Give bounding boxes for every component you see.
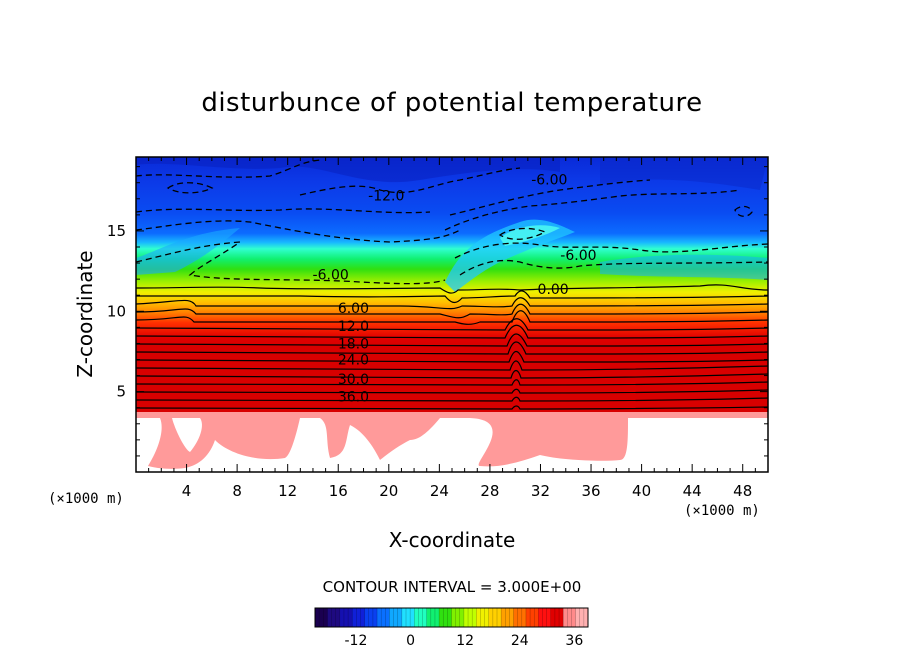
colorbar-frame (314, 607, 589, 628)
contour-labels: -12.0 -6.00 -6.00 -6.00 0.00 6.00 12.018.024.0… (313, 173, 597, 406)
x-tick-label: 48 (733, 482, 752, 500)
x-axis-label: X-coordinate (389, 528, 516, 552)
contour-label: 24.0 (338, 353, 369, 369)
contour-label: 12.0 (338, 319, 369, 335)
colorbar-swatch (488, 608, 502, 627)
colorbar-swatch (401, 608, 415, 627)
y-tick-label: 10 (107, 302, 126, 320)
colorbar-swatch (575, 608, 589, 627)
contour-label: 0.00 (538, 282, 569, 298)
x-tick-label: 40 (632, 482, 651, 500)
colorbar-swatch (463, 608, 477, 627)
x-tick-label: 16 (329, 482, 348, 500)
contour-label: -6.00 (560, 248, 596, 264)
x-tick-label: 4 (182, 482, 192, 500)
y-axis: 5 10 15 (107, 166, 768, 457)
chart-title: disturbunce of potential temperature (201, 88, 702, 118)
contour-label: 30.0 (338, 372, 369, 388)
negative-contours (136, 159, 768, 285)
colorbar-swatch (513, 608, 527, 627)
colorbar-swatch (389, 608, 403, 627)
x-axis: 4 8 12 16 20 24 28 32 36 40 44 48 (148, 157, 756, 500)
colorbar-swatch (439, 608, 452, 627)
colorbar-tick-label: 36 (565, 633, 583, 649)
colorbar-swatch (476, 608, 490, 627)
contour-label: 18.0 (338, 336, 369, 352)
x-tick-label: 32 (531, 482, 550, 500)
colorbar-swatch (563, 608, 577, 627)
colorbar-swatch (315, 608, 328, 627)
plot-field: -12.0 -6.00 -6.00 -6.00 0.00 6.00 12.018.024.0… (136, 157, 768, 472)
contour-label: -6.00 (313, 267, 349, 283)
contour-interval-label: CONTOUR INTERVAL = 3.000E+00 (323, 578, 582, 596)
contour-label: 6.00 (338, 301, 369, 317)
contour-label: -6.00 (531, 173, 567, 189)
colorbar-tick-label: 0 (406, 633, 415, 649)
x-tick-label: 36 (581, 482, 600, 500)
colorbar-swatch (414, 608, 428, 627)
x-tick-label: 44 (683, 482, 702, 500)
y-tick-label: 15 (107, 222, 126, 240)
x-tick-label: 28 (480, 482, 499, 500)
colorbar-swatch (550, 608, 564, 627)
y-tick-label: 5 (116, 383, 126, 401)
contour-label: 36.0 (338, 389, 369, 405)
contour-label: -12.0 (368, 189, 404, 205)
colorbar-swatch (327, 608, 341, 627)
colorbar-tick-label: 24 (511, 633, 529, 649)
y-axis-label: Z-coordinate (73, 250, 97, 377)
colorbar-swatch (426, 608, 440, 627)
x-tick-label: 20 (379, 482, 398, 500)
colorbar-swatch (525, 608, 539, 627)
x-unit-left: (×1000 m) (48, 491, 124, 507)
x-tick-label: 8 (232, 482, 242, 500)
colorbar-tick-label: -12 (345, 633, 368, 649)
colorbar-swatch (352, 608, 366, 627)
colorbar-swatch (377, 608, 390, 627)
colorbar-tick-label: 12 (456, 633, 474, 649)
colorbar-swatch (339, 608, 353, 627)
x-unit-right: (×1000 m) (684, 503, 760, 519)
x-tick-label: 24 (430, 482, 449, 500)
colorbar-swatch (364, 608, 378, 627)
colorbar-swatch (538, 608, 552, 627)
colorbar-swatch (451, 608, 465, 627)
colorbar: -12 0 12 24 36 (314, 607, 589, 649)
x-tick-label: 12 (278, 482, 297, 500)
colorbar-swatch (501, 608, 515, 627)
